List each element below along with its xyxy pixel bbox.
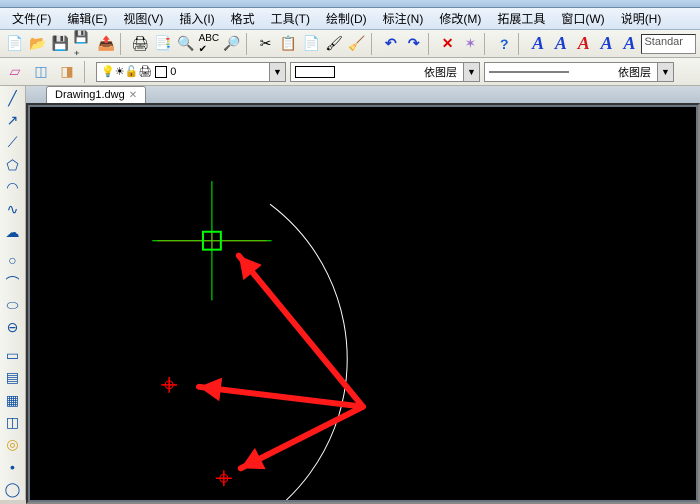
tab-label: Drawing1.dwg xyxy=(55,89,125,101)
layer-color-swatch xyxy=(155,66,167,78)
color-swatch xyxy=(295,66,335,78)
menu-insert[interactable]: 插入(I) xyxy=(171,8,222,29)
layeriso-icon[interactable]: ◨ xyxy=(56,61,78,83)
textstyle-a1-icon[interactable]: A xyxy=(527,33,549,55)
toolbar-main: 📄 📂 💾 💾₊ 📤 🖨 📑 🔍 ABC✔ 🔎 ✂ 📋 📄 🖌 🧹 ↶ ↷ ✕ … xyxy=(0,30,700,58)
ellipsearc-icon[interactable]: ⊖ xyxy=(2,317,24,337)
toolbar-sep xyxy=(371,33,377,55)
menu-draw[interactable]: 绘制(D) xyxy=(318,8,375,29)
arc-icon[interactable]: ◠ xyxy=(2,177,24,197)
copy-icon[interactable]: 📋 xyxy=(278,33,300,55)
donut-icon[interactable]: ◯ xyxy=(2,480,24,500)
green-crosshair xyxy=(152,181,271,300)
toolbar-sep xyxy=(518,33,524,55)
polygon-icon[interactable]: ⬠ xyxy=(2,155,24,175)
point-icon[interactable]: • xyxy=(2,457,24,477)
tab-drawing1[interactable]: Drawing1.dwg ✕ xyxy=(46,86,146,103)
hatch-icon[interactable]: ▤ xyxy=(2,368,24,388)
cut-icon[interactable]: ✂ xyxy=(255,33,277,55)
help-icon[interactable]: ? xyxy=(493,33,515,55)
menu-view[interactable]: 视图(V) xyxy=(115,8,171,29)
open-icon[interactable]: 📂 xyxy=(27,33,49,55)
menu-tools[interactable]: 工具(T) xyxy=(263,8,318,29)
export-icon[interactable]: 📤 xyxy=(95,33,117,55)
toolbar-layer: ▱ ◫ ◨ 💡 ☀ 🔓 🖨 0 ▼ 依图层 ▼ 依图层 ▼ xyxy=(0,58,700,86)
spline-icon[interactable]: ∿ xyxy=(2,200,24,220)
line-icon[interactable]: ╱ xyxy=(2,88,24,108)
toolbar-sep xyxy=(120,33,126,55)
layerstate-icon[interactable]: ◫ xyxy=(30,61,52,83)
toolbar-sep xyxy=(84,61,90,83)
close-icon[interactable]: ✕ xyxy=(129,90,137,101)
layerprop-icon[interactable]: ▱ xyxy=(4,61,26,83)
plot-icon[interactable]: 📑 xyxy=(152,33,174,55)
color-select[interactable]: 依图层 ▼ xyxy=(290,62,480,82)
cancel-icon[interactable]: ✕ xyxy=(437,33,459,55)
style-combo[interactable]: Standar xyxy=(641,34,696,54)
circle-icon[interactable]: ○ xyxy=(2,250,24,270)
sun-icon: ☀ xyxy=(115,65,125,78)
menu-ext[interactable]: 拓展工具 xyxy=(489,8,553,29)
toolbar-sep xyxy=(428,33,434,55)
menu-edit[interactable]: 编辑(E) xyxy=(59,8,115,29)
red-marker-bot xyxy=(216,470,232,486)
toolbar-sep xyxy=(246,33,252,55)
drawing-canvas[interactable] xyxy=(30,107,696,500)
textstyle-a5-icon[interactable]: A xyxy=(619,33,641,55)
red-marker-mid xyxy=(161,377,177,393)
ellipse-icon[interactable]: ⬭ xyxy=(2,295,24,315)
boundary-icon[interactable]: ◫ xyxy=(2,412,24,432)
menu-modify[interactable]: 修改(M) xyxy=(431,8,489,29)
window-titlebar xyxy=(0,0,700,8)
undo-icon[interactable]: ↶ xyxy=(380,33,402,55)
color-label: 依图层 xyxy=(341,64,475,80)
chevron-down-icon[interactable]: ▼ xyxy=(657,63,673,81)
textstyle-a4-icon[interactable]: A xyxy=(596,33,618,55)
chevron-down-icon[interactable]: ▼ xyxy=(269,63,285,81)
preview-icon[interactable]: 🔍 xyxy=(175,33,197,55)
menu-window[interactable]: 窗口(W) xyxy=(553,8,612,29)
bulb-on-icon: 💡 xyxy=(101,65,115,78)
layer-name: 0 xyxy=(170,66,176,78)
rect-icon[interactable]: ▭ xyxy=(2,345,24,365)
revcloud-icon[interactable]: ☁ xyxy=(2,222,24,242)
saveall-icon[interactable]: 💾₊ xyxy=(73,33,95,55)
linetype-select[interactable]: 依图层 ▼ xyxy=(484,62,674,82)
menu-dim[interactable]: 标注(N) xyxy=(375,8,432,29)
erase-icon[interactable]: 🧹 xyxy=(346,33,368,55)
linetype-label: 依图层 xyxy=(569,64,669,80)
save-icon[interactable]: 💾 xyxy=(50,33,72,55)
spell-icon[interactable]: ABC✔ xyxy=(198,33,220,55)
document-tabs: Drawing1.dwg ✕ xyxy=(26,86,700,103)
menu-bar: 文件(F) 编辑(E) 视图(V) 插入(I) 格式 工具(T) 绘制(D) 标… xyxy=(0,8,700,30)
arc2-icon[interactable]: ⌒ xyxy=(2,273,24,293)
canvas-svg xyxy=(30,107,696,500)
find-icon[interactable]: 🔎 xyxy=(221,33,243,55)
matchprop-icon[interactable]: 🖌 xyxy=(323,33,345,55)
menu-format[interactable]: 格式 xyxy=(223,8,263,29)
linetype-preview-icon xyxy=(489,66,569,78)
paste-icon[interactable]: 📄 xyxy=(300,33,322,55)
gradient-icon[interactable]: ▦ xyxy=(2,390,24,410)
toolbar-sep xyxy=(484,33,490,55)
new-icon[interactable]: 📄 xyxy=(4,33,26,55)
layer-select[interactable]: 💡 ☀ 🔓 🖨 0 ▼ xyxy=(96,62,286,82)
annotation-arrows xyxy=(199,256,363,470)
textstyle-a3-icon[interactable]: A xyxy=(573,33,595,55)
pline-icon[interactable]: ⟋ xyxy=(2,133,24,153)
draw-toolbar: ╱ ↗ ⟋ ⬠ ◠ ∿ ☁ ○ ⌒ ⬭ ⊖ ▭ ▤ ▦ ◫ ◎ • ◯ xyxy=(0,86,26,500)
menu-file[interactable]: 文件(F) xyxy=(4,8,59,29)
print-icon[interactable]: 🖨 xyxy=(129,33,151,55)
lock-icon: 🔓 xyxy=(125,65,139,78)
canvas-frame xyxy=(26,103,700,504)
menu-help[interactable]: 说明(H) xyxy=(613,8,670,29)
textstyle-a2-icon[interactable]: A xyxy=(550,33,572,55)
purge-icon[interactable]: ✶ xyxy=(459,33,481,55)
chevron-down-icon[interactable]: ▼ xyxy=(463,63,479,81)
redo-icon[interactable]: ↷ xyxy=(403,33,425,55)
region-icon[interactable]: ◎ xyxy=(2,435,24,455)
printable-icon: 🖨 xyxy=(138,65,152,78)
xline-icon[interactable]: ↗ xyxy=(2,110,24,130)
